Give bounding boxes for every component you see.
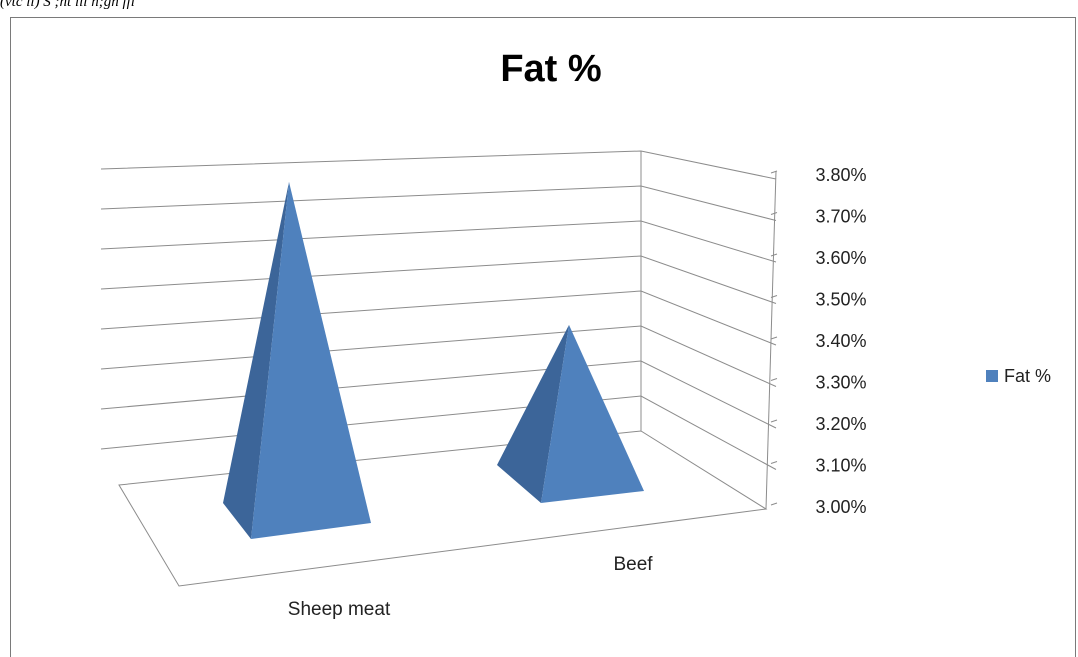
y-tick-label: 3.40% [815, 331, 866, 351]
pyramid-left-face-sheep-meat [223, 181, 289, 539]
y-tick-mark [770, 253, 778, 257]
gridline [100, 185, 777, 221]
gridline [100, 290, 777, 346]
pyramid-left-face-beef [497, 324, 569, 503]
y-tick-label: 3.20% [815, 414, 866, 434]
y-tick-label: 3.50% [815, 290, 866, 310]
gridline [100, 395, 777, 470]
x-category-label: Sheep meat [288, 599, 391, 620]
legend: Fat % [986, 366, 1051, 386]
gridline [100, 255, 777, 304]
x-category-label: Beef [613, 554, 653, 575]
gridline [100, 360, 777, 429]
pyramid-front-face-sheep-meat [251, 181, 371, 539]
y-tick-mark [770, 419, 778, 423]
y-tick-mark [770, 212, 778, 215]
gridline [100, 150, 777, 180]
pyramid-bar-chart: 3.80% 3.70% 3.60% 3.50% 3.40% 3.30% 3.20% 3.10%… [100, 48, 1051, 620]
gridline [100, 220, 777, 263]
legend-swatch [986, 370, 998, 382]
y-tick-mark [770, 295, 778, 298]
side-wall-edge [765, 170, 777, 510]
y-tick-mark [770, 502, 778, 506]
y-tick-label: 3.00% [815, 497, 866, 517]
figure-caption-fragment: (vtc ll) S ;ht lil h;gh ffi [0, 0, 135, 10]
y-tick-mark [770, 170, 778, 174]
pyramid-front-face-beef [541, 324, 644, 503]
y-tick-label: 3.60% [815, 248, 866, 268]
y-tick-label: 3.80% [815, 165, 866, 185]
y-tick-mark [770, 336, 778, 340]
y-tick-label: 3.10% [815, 456, 866, 476]
y-tick-label: 3.30% [815, 373, 866, 393]
y-tick-mark [770, 461, 778, 464]
chart-area: 3.80% 3.70% 3.60% 3.50% 3.40% 3.30% 3.20% 3.10%… [10, 17, 1076, 657]
legend-label: Fat % [1004, 366, 1051, 386]
y-tick-label: 3.70% [815, 207, 866, 227]
y-tick-mark [770, 378, 778, 381]
chart-title: Fat % [500, 48, 601, 90]
chart-floor [118, 430, 768, 587]
